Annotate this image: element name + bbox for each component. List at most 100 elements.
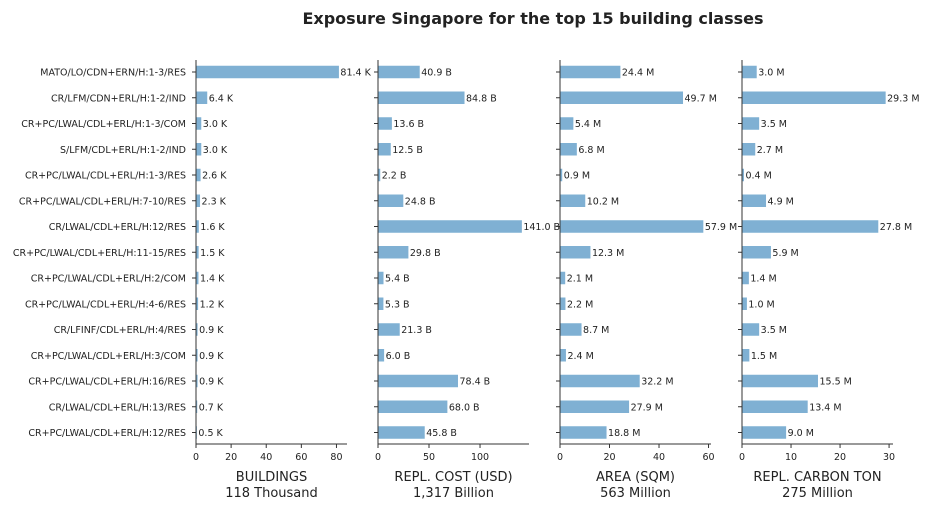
bar-value-label: 24.4 M <box>622 68 654 79</box>
bar-value-label: 32.2 M <box>641 377 673 388</box>
bar <box>196 220 199 233</box>
chart-title: Exposure Singapore for the top 15 buildi… <box>302 9 763 28</box>
bar <box>378 297 384 310</box>
bar-value-label: 2.6 K <box>202 171 227 182</box>
bar <box>378 65 420 79</box>
category-label: CR+PC/LWAL/CDL+ERL/H:4-6/RES <box>25 299 186 310</box>
bar-value-label: 4.9 M <box>768 196 794 207</box>
x-tick-label: 100 <box>471 452 489 463</box>
bar <box>742 194 767 207</box>
category-label: CR/LWAL/CDL+ERL/H:13/RES <box>49 402 186 413</box>
bar <box>196 271 199 285</box>
bar-value-label: 12.3 M <box>592 248 624 259</box>
bar-value-label: 3.5 M <box>761 119 787 130</box>
bar-value-label: 27.8 M <box>880 222 912 233</box>
bar <box>378 194 404 207</box>
bar <box>560 220 704 233</box>
bar <box>560 297 566 310</box>
bar <box>378 168 381 182</box>
category-label: CR+PC/LWAL/CDL+ERL/H:7-10/RES <box>19 196 186 207</box>
bar <box>560 349 566 362</box>
bar <box>560 91 684 104</box>
bar <box>560 168 563 182</box>
x-tick-label: 80 <box>330 452 342 463</box>
bar <box>742 271 749 285</box>
x-tick-label: 0 <box>739 452 745 463</box>
bar <box>378 117 392 130</box>
bar <box>742 220 879 233</box>
bar-value-label: 13.4 M <box>809 402 841 413</box>
bar-value-label: 2.3 K <box>202 196 227 207</box>
bar-value-label: 81.4 K <box>340 68 371 79</box>
panel-1: 81.4 K 6.4 K 3.0 K 3.0 K 2.6 K 2.3 K 1.6 K 1.5 … <box>192 60 372 501</box>
category-labels: MATO/LO/CDN+ERN/H:1-3/RES CR/LFM/CDN+ERL/… <box>13 68 186 440</box>
bar-value-label: 2.4 M <box>567 351 593 362</box>
bar-value-label: 5.9 M <box>772 248 798 259</box>
category-label: S/LFM/CDL+ERL/H:1-2/IND <box>60 145 186 156</box>
x-axis-total: 1,317 Billion <box>413 486 494 501</box>
bar-value-label: 40.9 B <box>421 68 452 79</box>
bar-value-label: 3.5 M <box>761 325 787 336</box>
panel-2: 40.9 B 84.8 B 13.6 B 12.5 B 2.2 B 24.8 B 141.0… <box>374 60 560 501</box>
bar-value-label: 8.7 M <box>583 325 609 336</box>
bar <box>742 374 818 388</box>
bar-value-label: 0.9 K <box>199 325 224 336</box>
x-tick-label: 10 <box>785 452 797 463</box>
bar-value-label: 9.0 M <box>788 428 814 439</box>
bar <box>196 349 198 362</box>
x-tick-label: 60 <box>295 452 307 463</box>
bar <box>196 194 201 207</box>
bar <box>742 246 771 259</box>
bar-value-label: 0.9 M <box>564 171 590 182</box>
x-tick-label: 20 <box>834 452 846 463</box>
bar-value-label: 5.3 B <box>385 299 410 310</box>
x-tick-label: 0 <box>193 452 199 463</box>
bar-value-label: 24.8 B <box>405 196 436 207</box>
bar-value-label: 1.4 M <box>750 274 776 285</box>
bar <box>378 220 522 233</box>
bar-value-label: 5.4 B <box>385 274 410 285</box>
x-tick-label: 40 <box>653 452 665 463</box>
bar-value-label: 2.1 M <box>567 274 593 285</box>
bar-value-label: 0.9 K <box>199 377 224 388</box>
bar <box>378 323 400 336</box>
x-axis-title: REPL. COST (USD) <box>394 470 512 485</box>
bar <box>196 297 199 310</box>
bar-value-label: 0.7 K <box>199 402 224 413</box>
x-axis-title: AREA (SQM) <box>596 470 675 485</box>
bar-value-label: 12.5 B <box>392 145 423 156</box>
bar <box>196 374 198 388</box>
bar-value-label: 21.3 B <box>401 325 432 336</box>
bar <box>378 271 384 285</box>
bar-value-label: 10.2 M <box>587 196 619 207</box>
category-label: CR+PC/LWAL/CDL+ERL/H:2/COM <box>31 274 186 285</box>
category-label: CR/LFM/CDN+ERL/H:1-2/IND <box>51 93 186 104</box>
bar-value-label: 6.4 K <box>209 93 234 104</box>
category-label: MATO/LO/CDN+ERN/H:1-3/RES <box>40 68 186 79</box>
bar <box>196 168 201 182</box>
bar-value-label: 1.6 K <box>200 222 225 233</box>
bar-value-label: 18.8 M <box>608 428 640 439</box>
category-label: CR/LWAL/CDL+ERL/H:12/RES <box>49 222 186 233</box>
x-tick-label: 60 <box>702 452 714 463</box>
bar-value-label: 1.5 M <box>751 351 777 362</box>
bar <box>560 246 591 259</box>
bar-value-label: 29.8 B <box>410 248 441 259</box>
bar-value-label: 27.9 M <box>631 402 663 413</box>
x-axis-total: 563 Million <box>600 486 671 501</box>
bar <box>378 143 391 156</box>
bar <box>378 426 425 439</box>
bar-value-label: 45.8 B <box>426 428 457 439</box>
bar <box>742 297 747 310</box>
x-axis-total: 275 Million <box>782 486 853 501</box>
bar <box>378 400 448 413</box>
bar-value-label: 3.0 K <box>203 145 228 156</box>
bar <box>742 143 756 156</box>
bar-value-label: 1.5 K <box>200 248 225 259</box>
bar-value-label: 6.8 M <box>578 145 604 156</box>
bar-value-label: 0.9 K <box>199 351 224 362</box>
bar <box>378 246 409 259</box>
bar-value-label: 0.4 M <box>745 171 771 182</box>
category-label: CR+PC/LWAL/CDL+ERL/H:12/RES <box>28 428 186 439</box>
x-tick-label: 20 <box>603 452 615 463</box>
